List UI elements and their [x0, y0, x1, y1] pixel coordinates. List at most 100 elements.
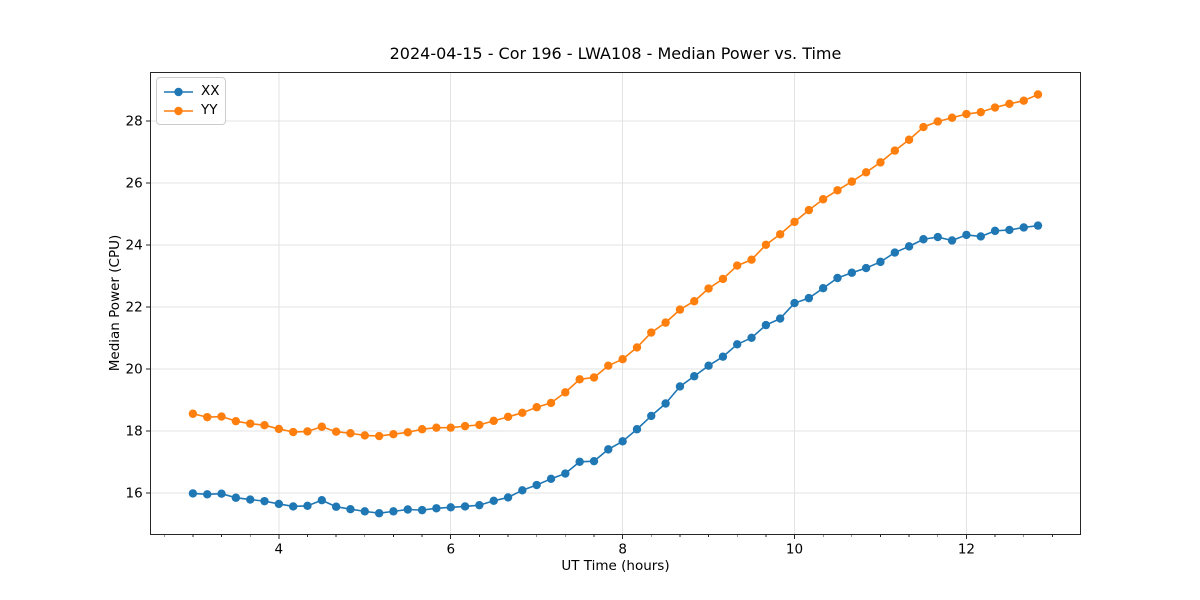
data-point-yy: [718, 274, 728, 284]
x-tick-label: 10: [786, 541, 803, 557]
data-point-xx: [876, 257, 885, 267]
data-point-xx: [417, 505, 427, 515]
data-point-yy: [818, 195, 828, 204]
data-point-xx: [203, 490, 212, 499]
data-point-yy: [733, 261, 742, 270]
data-point-xx: [976, 232, 985, 241]
data-point-xx: [303, 501, 312, 510]
data-point-xx: [489, 496, 498, 506]
data-point-xx: [947, 236, 957, 245]
x-tick-label: 12: [958, 541, 975, 557]
data-point-xx: [890, 248, 900, 257]
data-point-yy: [417, 425, 427, 434]
data-point-yy: [331, 427, 341, 436]
data-point-yy: [231, 416, 241, 426]
data-point-xx: [990, 226, 1000, 236]
data-point-yy: [761, 240, 771, 250]
data-point-yy: [518, 408, 527, 418]
data-point-xx: [690, 372, 699, 381]
data-point-xx: [374, 509, 384, 518]
data-point-yy: [389, 429, 398, 439]
data-point-yy: [647, 328, 656, 337]
data-point-yy: [876, 158, 885, 167]
data-point-xx: [403, 505, 412, 514]
y-tick-label: 16: [126, 485, 143, 501]
series-line-xx: [192, 224, 1039, 515]
data-point-xx: [775, 314, 785, 323]
data-point-xx: [532, 480, 541, 490]
data-point-yy: [661, 318, 670, 327]
data-point-yy: [360, 431, 369, 440]
data-point-xx: [246, 495, 255, 504]
data-point-xx: [331, 502, 341, 511]
data-point-yy: [1005, 99, 1014, 109]
data-point-yy: [203, 412, 212, 422]
data-point-xx: [604, 445, 613, 454]
data-point-yy: [747, 255, 756, 264]
data-point-xx: [1033, 221, 1043, 230]
y-tick-label: 26: [126, 176, 143, 192]
data-point-xx: [833, 273, 842, 283]
legend-marker-sample: [174, 106, 183, 115]
data-point-yy: [217, 412, 226, 421]
data-point-xx: [647, 411, 656, 421]
y-tick-label: 24: [126, 238, 143, 254]
data-point-xx: [518, 486, 527, 495]
x-axis-label: UT Time (hours): [561, 558, 670, 574]
data-point-yy: [246, 419, 255, 428]
legend-marker-sample: [174, 87, 183, 96]
x-tick-label: 4: [275, 541, 284, 557]
data-point-yy: [346, 429, 355, 438]
data-point-xx: [575, 457, 584, 466]
data-point-xx: [475, 500, 484, 510]
data-point-yy: [546, 398, 556, 408]
data-point-xx: [933, 232, 942, 242]
data-point-yy: [962, 109, 971, 119]
data-point-yy: [861, 168, 871, 177]
data-point-xx: [432, 504, 441, 513]
data-point-yy: [804, 205, 814, 215]
data-point-yy: [432, 423, 441, 432]
data-point-xx: [217, 489, 226, 498]
data-point-xx: [389, 507, 398, 516]
data-point-yy: [990, 103, 1000, 112]
data-point-xx: [761, 320, 771, 330]
data-point-xx: [618, 437, 627, 446]
data-point-yy: [847, 177, 857, 186]
y-tick-label: 22: [126, 300, 143, 316]
data-point-xx: [718, 352, 728, 361]
data-point-yy: [188, 409, 198, 418]
y-tick-label: 18: [126, 423, 143, 439]
data-point-xx: [818, 284, 828, 293]
data-point-yy: [704, 284, 713, 293]
data-point-xx: [346, 505, 355, 514]
data-point-yy: [675, 305, 685, 314]
data-point-yy: [317, 422, 327, 431]
data-point-yy: [919, 122, 928, 132]
data-point-xx: [503, 493, 513, 502]
data-point-xx: [589, 456, 599, 466]
data-point-yy: [561, 388, 570, 397]
data-point-xx: [962, 230, 971, 240]
data-point-yy: [790, 217, 799, 227]
data-point-xx: [747, 333, 756, 342]
data-point-xx: [861, 263, 871, 273]
data-point-xx: [460, 502, 470, 511]
data-point-xx: [561, 469, 570, 478]
data-point-xx: [360, 507, 369, 516]
x-tick-label: 6: [446, 541, 455, 557]
series-line-yy: [192, 93, 1039, 437]
data-point-yy: [475, 420, 484, 430]
x-tick-label: 8: [618, 541, 627, 557]
data-point-yy: [503, 412, 513, 422]
legend: XX YY: [156, 77, 226, 125]
legend-line-marker-icon: [164, 87, 193, 96]
data-point-xx: [274, 499, 284, 509]
data-point-xx: [919, 235, 928, 244]
data-point-xx: [188, 489, 198, 498]
data-point-xx: [546, 474, 556, 484]
y-tick-label: 28: [126, 114, 143, 130]
data-point-yy: [1019, 96, 1028, 105]
